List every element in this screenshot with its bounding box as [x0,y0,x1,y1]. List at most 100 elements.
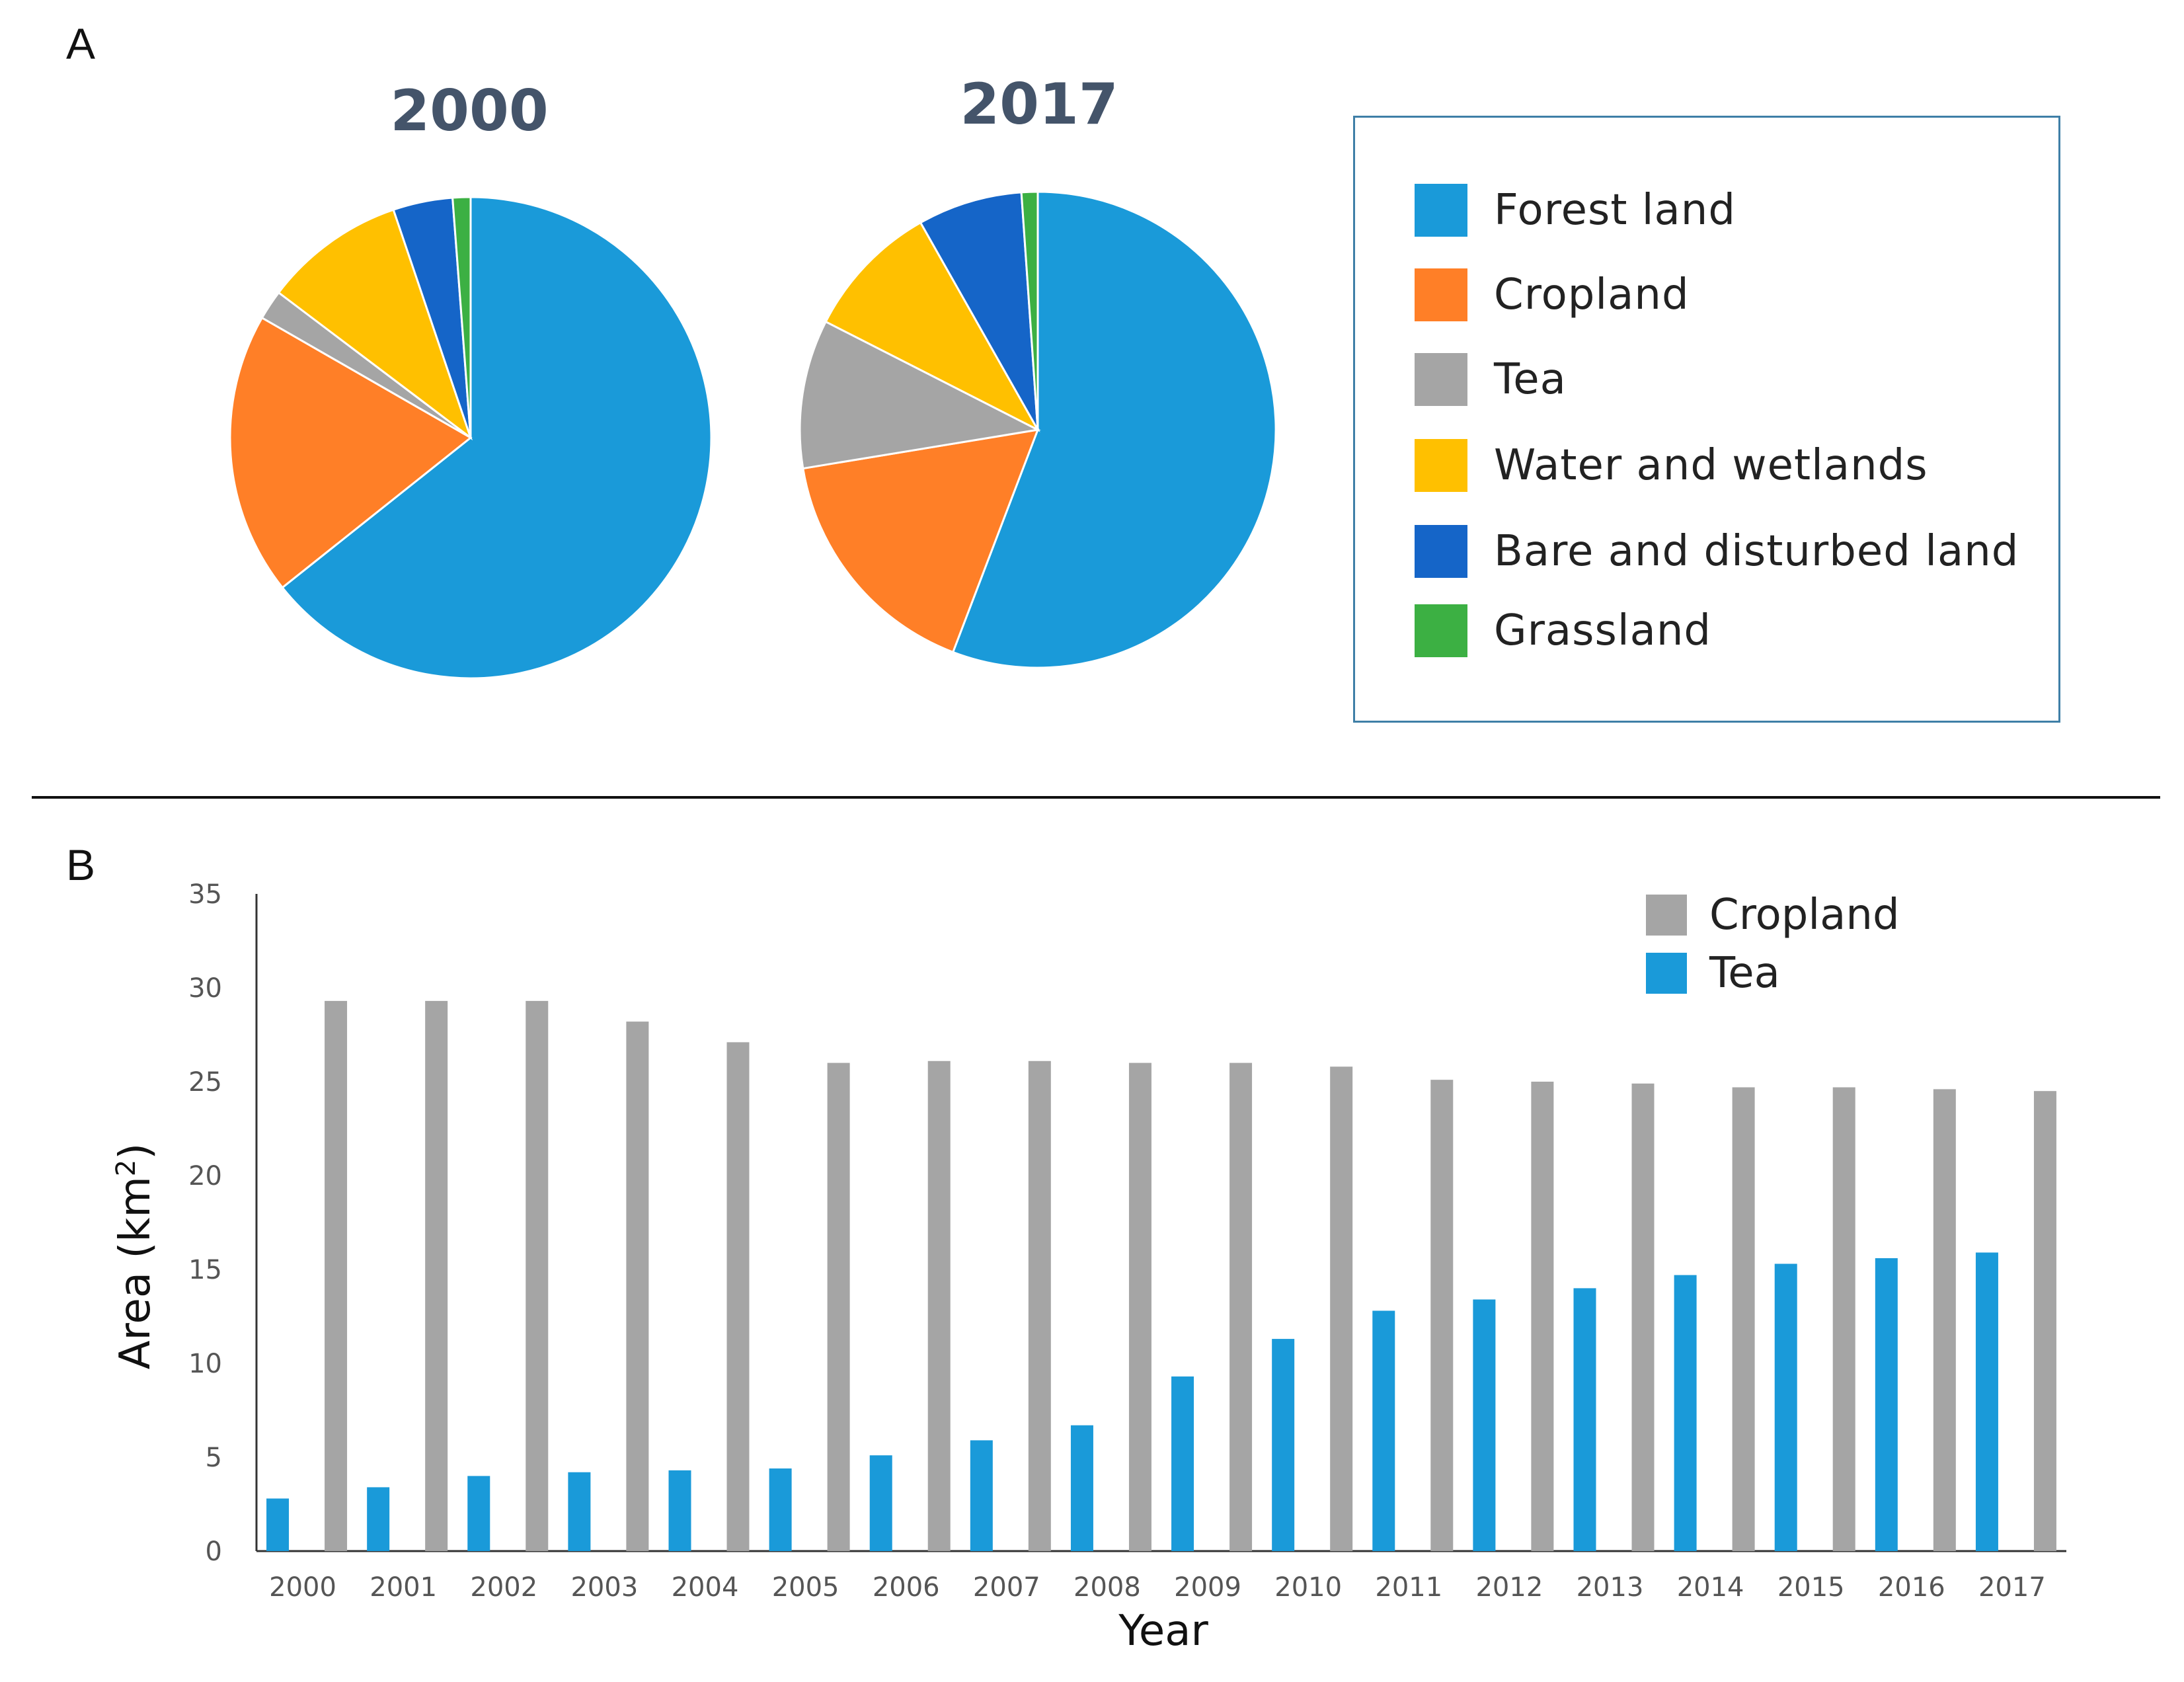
y-tick-label: 35 [188,879,222,910]
x-tick-label: 2008 [1073,1572,1141,1603]
x-tick-label: 2011 [1375,1572,1442,1603]
pie-legend: Forest land Cropland Tea Water and wetla… [1353,116,2060,723]
legend-item-grassland: Grassland [1415,603,1711,659]
bar-tea [1473,1299,1496,1551]
y-axis-label-text: Area (km [111,1176,161,1370]
legend-label-cropland: Cropland [1494,270,1690,319]
y-tick-label: 5 [206,1443,222,1473]
y-tick-label: 0 [206,1537,222,1567]
bar-cropland [1330,1066,1353,1551]
bar-cropland [726,1042,750,1551]
x-tick-label: 2010 [1274,1572,1342,1603]
pie-2017-slice-grassland [1020,190,1039,430]
bar-legend-swatch-cropland [1646,895,1687,936]
bar-tea [367,1487,390,1551]
pie-2017-slice-tea [799,320,1041,470]
bar-cropland [1732,1087,1755,1551]
pie-2000-title: 2000 [390,78,549,144]
x-tick-label: 2001 [370,1572,437,1603]
x-tick-label: 2009 [1174,1572,1241,1603]
bar-tea [266,1498,290,1551]
bar-cropland [1430,1080,1454,1551]
x-tick-label: 2004 [672,1572,739,1603]
bar-cropland [927,1061,951,1551]
x-tick-label: 2016 [1878,1572,1945,1603]
x-tick-label: 2007 [973,1572,1040,1603]
y-tick-label: 25 [188,1067,222,1098]
legend-swatch-grassland [1415,604,1467,657]
bar-cropland [827,1062,850,1551]
bar-cropland [425,1000,448,1551]
bar-cropland [1229,1062,1253,1551]
legend-item-tea: Tea [1415,352,1567,407]
legend-item-water: Water and wetlands [1415,438,1928,493]
bar-cropland [1631,1083,1655,1551]
y-tick-label: 10 [188,1349,222,1379]
bar-tea [1372,1310,1395,1551]
bar-tea [668,1470,691,1551]
panel-b-label: B [66,840,96,889]
y-axis-label-sup: 2 [110,1159,141,1177]
pie-chart-2000 [229,196,713,680]
y-axis-label-tail: ) [111,1142,161,1160]
x-tick-label: 2015 [1777,1572,1845,1603]
legend-label-tea: Tea [1494,355,1567,404]
bar-cropland [1028,1061,1051,1551]
y-tick-label: 30 [188,973,222,1004]
bar-tea [1674,1275,1697,1551]
bar-tea [1774,1263,1797,1551]
pie-2017-slice-cropland [802,428,1040,654]
pie-2000-slice-forest [281,196,713,680]
x-tick-label: 2000 [269,1572,336,1603]
bar-tea [1975,1252,1998,1551]
legend-label-grassland: Grassland [1494,606,1711,655]
bar-cropland [1933,1089,1956,1551]
y-tick-label: 20 [188,1161,222,1191]
bar-cropland [2033,1091,2056,1551]
bar-tea [1875,1258,1898,1551]
bar-tea [568,1472,591,1551]
legend-label-water: Water and wetlands [1494,441,1928,490]
x-tick-label: 2005 [772,1572,839,1603]
bar-chart: 0 5 10 15 20 25 30 35 2000 2001 2002 2003 2004 2005 20… [188,879,2066,1603]
bar-legend-item-cropland: Cropland [1646,886,1900,944]
bar-legend-label-cropland: Cropland [1709,891,1900,940]
pie-2017-slice-forest [951,190,1277,669]
panel-a-label: A [66,19,96,68]
bar-tea [769,1468,792,1551]
pie-2000-slice-grassland [451,196,472,438]
pie-2017-title: 2017 [960,71,1118,138]
pie-chart-2017 [799,190,1277,669]
bar-tea [467,1476,490,1551]
legend-swatch-cropland [1415,268,1467,321]
legend-item-forest: Forest land [1415,182,1736,238]
bar-legend: Cropland Tea [1646,886,1900,1002]
bar-tea [1573,1288,1596,1551]
bar-legend-swatch-tea [1646,953,1687,994]
legend-swatch-water [1415,439,1467,492]
x-tick-label: 2013 [1577,1572,1644,1603]
bar-cropland [325,1000,348,1551]
x-tick-label: 2014 [1677,1572,1744,1603]
legend-item-cropland: Cropland [1415,267,1690,323]
bar-legend-item-tea: Tea [1646,944,1900,1002]
x-tick-label: 2012 [1475,1572,1543,1603]
bar-legend-label-tea: Tea [1709,949,1780,998]
bar-cropland [1832,1087,1855,1551]
bar-tea [970,1440,993,1551]
legend-swatch-forest [1415,184,1467,237]
pie-2017-slice-bare [919,191,1039,430]
legend-item-bare: Bare and disturbed land [1415,524,2019,579]
x-tick-label: 2003 [570,1572,638,1603]
legend-label-bare: Bare and disturbed land [1494,527,2019,576]
bar-cropland [1531,1082,1554,1551]
bar-tea [1171,1376,1194,1551]
x-axis-label: Year [1118,1607,1208,1656]
y-axis-label: Area (km2) [111,1143,160,1369]
bar-cropland [626,1021,649,1551]
legend-label-forest: Forest land [1494,186,1736,235]
y-tick-label: 15 [188,1255,222,1285]
legend-swatch-bare [1415,525,1467,578]
bar-cropland [526,1000,549,1551]
